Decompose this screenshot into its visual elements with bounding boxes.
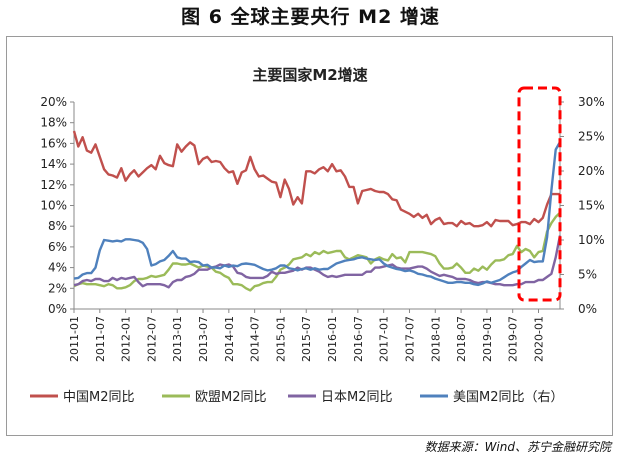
y-left-tick-label: 20% — [40, 95, 67, 109]
source-note: 数据来源：Wind、苏宁金融研究院 — [424, 440, 611, 454]
y-right-tick-label: 30% — [578, 95, 605, 109]
x-tick-label: 2018-01 — [429, 316, 442, 362]
y-left-tick-label: 10% — [40, 199, 67, 213]
legend-label: 中国M2同比 — [63, 390, 135, 405]
y-left-tick-label: 6% — [48, 240, 67, 254]
x-tick-label: 2019-07 — [507, 316, 520, 362]
y-left-tick-label: 16% — [40, 136, 67, 150]
x-tick-label: 2011-01 — [68, 316, 81, 362]
x-tick-label: 2014-07 — [249, 316, 262, 362]
x-tick-label: 2018-07 — [455, 316, 468, 362]
y-left-tick-label: 0% — [48, 302, 67, 316]
y-right-tick-label: 20% — [578, 164, 605, 178]
x-tick-label: 2013-07 — [197, 316, 210, 362]
series-line — [73, 235, 562, 289]
x-tick-label: 2015-01 — [274, 316, 287, 362]
y-left-tick-label: 12% — [40, 178, 67, 192]
x-tick-label: 2016-01 — [326, 316, 339, 362]
y-right-tick-label: 25% — [578, 130, 605, 144]
x-tick-label: 2017-07 — [403, 316, 416, 362]
figure-title: 图 6 全球主要央行 M2 增速 — [181, 6, 440, 28]
x-tick-label: 2014-01 — [223, 316, 236, 362]
x-tick-label: 2012-01 — [120, 316, 133, 362]
legend-label: 日本M2同比 — [321, 390, 393, 405]
y-left-tick-label: 18% — [40, 116, 67, 130]
legend: 中国M2同比 欧盟M2同比 日本M2同比 美国M2同比（右） — [30, 390, 564, 405]
highlight-box — [517, 86, 562, 302]
y-left-tick-label: 4% — [48, 261, 67, 275]
y-right-tick-label: 5% — [578, 268, 597, 282]
y-left-tick-label: 8% — [48, 219, 67, 233]
series-line — [73, 141, 562, 287]
x-tick-label: 2013-01 — [171, 316, 184, 362]
chart-frame — [6, 36, 613, 436]
x-tick-label: 2020-01 — [532, 316, 545, 362]
series-line — [73, 211, 561, 292]
series-line — [72, 130, 560, 228]
y-left-tick-label: 2% — [48, 281, 67, 295]
chart-title: 主要国家M2增速 — [252, 66, 367, 84]
y-right-tick-label: 15% — [578, 199, 605, 213]
y-left-tick-label: 14% — [40, 157, 67, 171]
x-tick-label: 2012-07 — [145, 316, 158, 362]
y-right-tick-label: 0% — [578, 302, 597, 316]
axes: 0% 2% 4% 6% 8% 10% 12% 14% 16% 18% 20% 0% 5% 10% 15% 20… — [40, 95, 604, 362]
series-lines — [72, 130, 562, 292]
x-tick-label: 2017-01 — [378, 316, 391, 362]
y-right-tick-label: 10% — [578, 233, 605, 247]
x-tick-label: 2015-07 — [300, 316, 313, 362]
x-tick-label: 2016-07 — [352, 316, 365, 362]
x-tick-label: 2011-07 — [94, 316, 107, 362]
x-tick-label: 2019-01 — [481, 316, 494, 362]
legend-label: 欧盟M2同比 — [195, 390, 267, 405]
legend-label: 美国M2同比（右） — [453, 390, 564, 405]
